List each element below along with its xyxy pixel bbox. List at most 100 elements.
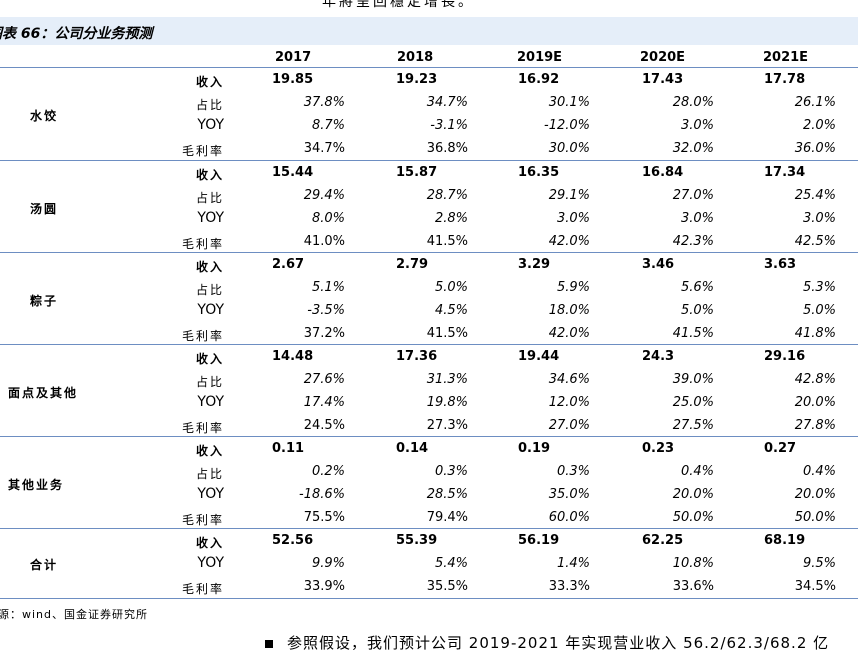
- row-label: 收入: [195, 444, 224, 458]
- table-cell: 2.0%: [802, 118, 836, 133]
- table-cell: 36.8%: [426, 141, 468, 156]
- table-cell: 5.1%: [311, 280, 345, 295]
- segment-name: 合计: [30, 558, 59, 572]
- table-row: 占比 5.1% 5.0% 5.9% 5.6% 5.3%: [0, 276, 858, 299]
- table-cell: 19.85: [272, 72, 314, 87]
- table-cell: 8.7%: [311, 118, 345, 133]
- table-row: 毛利率 41.0% 41.5% 42.0% 42.3% 42.5%: [0, 230, 858, 253]
- table-cell: 34.7%: [303, 141, 345, 156]
- table-cell: 0.11: [272, 441, 305, 456]
- table-cell: 62.25: [642, 533, 684, 548]
- table-cell: 5.0%: [680, 303, 714, 318]
- row-label: 毛利率: [181, 329, 224, 343]
- table-cell: 29.4%: [303, 188, 345, 203]
- row-label: YOY: [197, 394, 224, 410]
- table-row: YOY 8.0% 2.8% 3.0% 3.0% 3.0%: [0, 207, 858, 230]
- table-cell: 41.5%: [672, 326, 714, 341]
- table-row: 收入 52.56 55.39 56.19 62.25 68.19: [0, 529, 858, 552]
- table-cell: 3.0%: [680, 118, 714, 133]
- row-label: 收入: [195, 168, 224, 182]
- column-header: 2019E: [517, 50, 563, 65]
- table-row: 毛利率 34.7% 36.8% 30.0% 32.0% 36.0%: [0, 137, 858, 160]
- table-cell: 30.0%: [548, 141, 590, 156]
- column-header: 2018: [397, 50, 434, 65]
- table-cell: 5.6%: [680, 280, 714, 295]
- table-cell: 17.78: [764, 72, 806, 87]
- table-row: 占比 0.2% 0.3% 0.3% 0.4% 0.4%: [0, 460, 858, 483]
- row-label: 收入: [195, 352, 224, 366]
- table-cell: 25.4%: [794, 188, 836, 203]
- table-cell: 17.36: [396, 349, 438, 364]
- table-cell: 5.4%: [434, 556, 468, 571]
- table-title: 图表 66：公司分业务预测: [0, 26, 153, 42]
- table-cell: 28.0%: [672, 95, 714, 110]
- table-cell: 2.8%: [434, 211, 468, 226]
- table-row: YOY 17.4% 19.8% 12.0% 25.0% 20.0%: [0, 391, 858, 414]
- table-cell: 35.5%: [426, 579, 468, 594]
- table-cell: 27.3%: [426, 418, 468, 433]
- body-paragraph-text: 参照假设，我们预计公司 2019-2021 年实现营业收入 56.2/62.3/…: [287, 634, 830, 652]
- segment-block: [0, 253, 858, 345]
- row-label: YOY: [197, 486, 224, 502]
- table-cell: 20.0%: [672, 487, 714, 502]
- table-cell: 0.23: [642, 441, 675, 456]
- table-cell: 79.4%: [426, 510, 468, 525]
- table-cell: 16.84: [642, 165, 684, 180]
- table-cell: 3.46: [642, 257, 675, 272]
- table-cell: 37.2%: [303, 326, 345, 341]
- table-row: 收入 14.48 17.36 19.44 24.3 29.16: [0, 345, 858, 368]
- column-header: 2017: [275, 50, 312, 65]
- segment-name: 汤圆: [30, 202, 59, 216]
- table-cell: 27.5%: [672, 418, 714, 433]
- table-cell: 5.0%: [434, 280, 468, 295]
- table-cell: 41.5%: [426, 234, 468, 249]
- table-cell: 4.5%: [434, 303, 468, 318]
- table-cell: 5.0%: [802, 303, 836, 318]
- table-cell: 42.8%: [794, 372, 836, 387]
- preceding-paragraph-tail: 年將呈回穩定增長。: [322, 0, 475, 10]
- table-cell: 42.0%: [548, 234, 590, 249]
- table-cell: 36.0%: [794, 141, 836, 156]
- row-label: 占比: [195, 283, 224, 297]
- table-cell: -18.6%: [299, 487, 345, 502]
- table-cell: 26.1%: [794, 95, 836, 110]
- table-cell: 42.5%: [794, 234, 836, 249]
- segment-name: 其他业务: [8, 478, 65, 492]
- table-row: 占比 37.8% 34.7% 30.1% 28.0% 26.1%: [0, 91, 858, 114]
- row-label: 毛利率: [181, 513, 224, 527]
- table-cell: 0.2%: [311, 464, 345, 479]
- table-row: 收入 19.85 19.23 16.92 17.43 17.78: [0, 68, 858, 91]
- table-cell: -3.1%: [430, 118, 468, 133]
- table-row: YOY 9.9% 5.4% 1.4% 10.8% 9.5%: [0, 552, 858, 575]
- table-cell: 3.0%: [802, 211, 836, 226]
- table-cell: 10.8%: [672, 556, 714, 571]
- table-header-row: 2017 2018 2019E 2020E 2021E: [0, 45, 858, 68]
- row-label: 占比: [195, 191, 224, 205]
- table-cell: 19.44: [518, 349, 560, 364]
- table-cell: 27.8%: [794, 418, 836, 433]
- table-cell: 42.0%: [548, 326, 590, 341]
- table-cell: 17.4%: [303, 395, 345, 410]
- table-cell: 2.79: [396, 257, 429, 272]
- table-cell: 27.0%: [672, 188, 714, 203]
- table-cell: 0.4%: [802, 464, 836, 479]
- table-title-bar: 图表 66：公司分业务预测: [0, 17, 858, 45]
- table-cell: 9.5%: [802, 556, 836, 571]
- column-header: 2020E: [640, 50, 686, 65]
- row-label: 毛利率: [181, 144, 224, 158]
- row-label: 占比: [195, 467, 224, 481]
- table-cell: 15.44: [272, 165, 314, 180]
- table-cell: 41.5%: [426, 326, 468, 341]
- table-cell: 29.16: [764, 349, 806, 364]
- segment-name: 水饺: [30, 109, 59, 123]
- table-cell: 52.56: [272, 533, 314, 548]
- table-cell: 0.3%: [434, 464, 468, 479]
- segment-block: [0, 437, 858, 529]
- body-paragraph: 参照假设，我们预计公司 2019-2021 年实现营业收入 56.2/62.3/…: [265, 632, 829, 653]
- table-cell: 75.5%: [303, 510, 345, 525]
- table-cell: 0.3%: [556, 464, 590, 479]
- table-cell: 0.4%: [680, 464, 714, 479]
- table-cell: 34.6%: [548, 372, 590, 387]
- table-row: YOY -3.5% 4.5% 18.0% 5.0% 5.0%: [0, 299, 858, 322]
- table-cell: 3.63: [764, 257, 797, 272]
